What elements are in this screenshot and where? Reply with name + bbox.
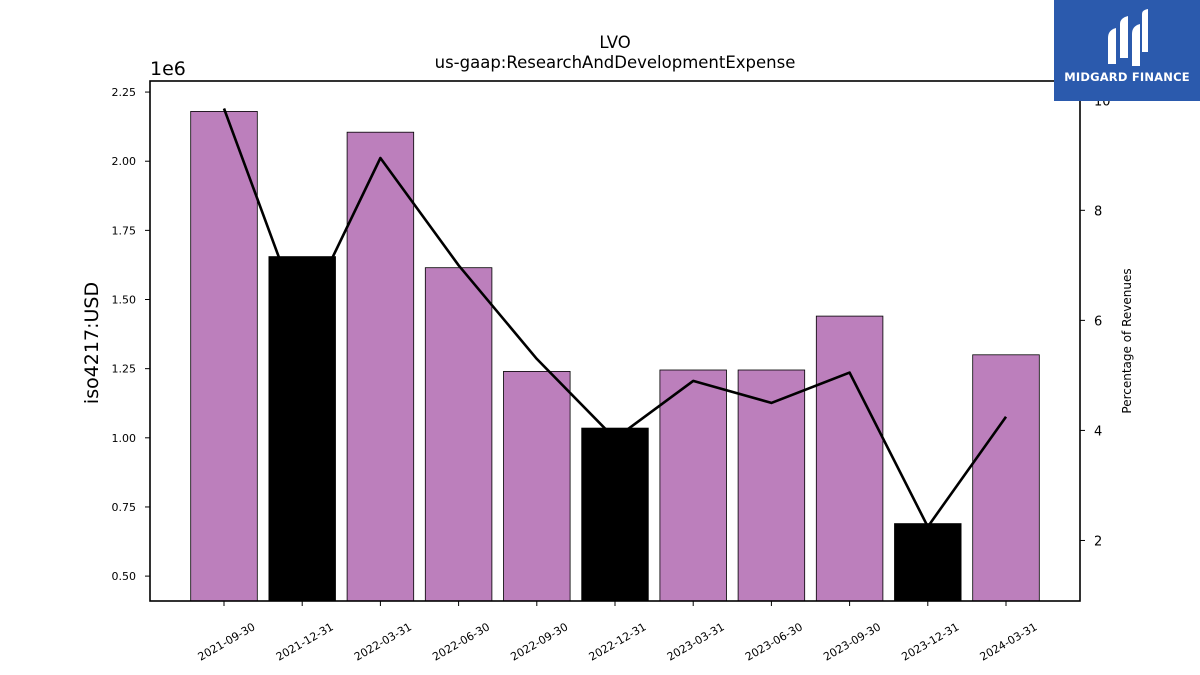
y2-tick-label: 8 bbox=[1094, 204, 1102, 219]
y-axis-label: iso4217:USD bbox=[81, 282, 103, 404]
y2-tick-label: 2 bbox=[1094, 534, 1102, 549]
x-tick-label: 2023-03-31 bbox=[665, 620, 727, 663]
y-tick-label: 2.25 bbox=[112, 86, 137, 99]
x-tick-label: 2024-03-31 bbox=[978, 620, 1040, 663]
logo-mark-icon bbox=[1108, 9, 1148, 66]
bar-2021-09-30 bbox=[190, 111, 258, 602]
y2-tick-label: 6 bbox=[1094, 314, 1102, 329]
x-tick-label: 2022-09-30 bbox=[508, 620, 570, 663]
midgard-finance-logo: MIDGARD FINANCE bbox=[1054, 0, 1200, 101]
x-tick-label: 2021-12-31 bbox=[274, 620, 336, 663]
y-tick-label: 0.75 bbox=[112, 501, 137, 514]
y-multiplier-label: 1e6 bbox=[150, 58, 186, 80]
x-tick-label: 2022-06-30 bbox=[430, 620, 492, 663]
y-tick-label: 1.00 bbox=[112, 432, 137, 445]
logo-text: MIDGARD FINANCE bbox=[1064, 70, 1190, 84]
chart-title: LVO bbox=[599, 33, 630, 52]
bars-group bbox=[190, 111, 1040, 602]
x-tick-label: 2022-12-31 bbox=[587, 620, 649, 663]
bar-2023-06-30 bbox=[737, 369, 806, 602]
chart-subtitle: us-gaap:ResearchAndDevelopmentExpense bbox=[435, 53, 796, 72]
x-tick-label: 2023-12-31 bbox=[899, 620, 961, 663]
percentage-line bbox=[222, 108, 1008, 529]
bar-2022-03-31 bbox=[346, 131, 415, 602]
bar-2023-03-31 bbox=[659, 369, 727, 602]
y-tick-label: 0.50 bbox=[112, 570, 137, 583]
y2-tick-label: 4 bbox=[1094, 424, 1102, 439]
x-tick-label: 2023-06-30 bbox=[743, 620, 805, 663]
x-tick-label: 2021-09-30 bbox=[196, 620, 258, 663]
bar-2022-12-31 bbox=[581, 427, 649, 602]
bar-2022-09-30 bbox=[503, 370, 571, 602]
y-tick-label: 1.50 bbox=[112, 294, 137, 307]
line-group bbox=[222, 108, 1008, 529]
bar-2023-12-31 bbox=[894, 523, 962, 602]
x-tick-label: 2023-09-30 bbox=[821, 620, 883, 663]
y2-axis-label: Percentage of Revenues bbox=[1120, 268, 1134, 413]
bar-2021-12-31 bbox=[268, 256, 336, 602]
bar-2024-03-31 bbox=[972, 354, 1040, 602]
bar-2023-09-30 bbox=[815, 315, 884, 602]
x-tick-label: 2022-03-31 bbox=[352, 620, 414, 663]
y-tick-label: 2.00 bbox=[112, 155, 137, 168]
bar-2022-06-30 bbox=[424, 267, 493, 602]
y-tick-label: 1.75 bbox=[112, 224, 137, 237]
y-tick-label: 1.25 bbox=[112, 363, 137, 376]
